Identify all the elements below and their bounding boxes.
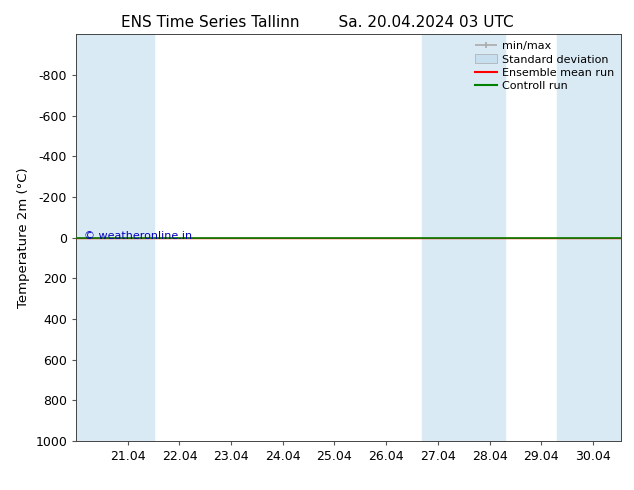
Bar xyxy=(422,34,505,441)
Text: ENS Time Series Tallinn        Sa. 20.04.2024 03 UTC: ENS Time Series Tallinn Sa. 20.04.2024 0… xyxy=(120,15,514,30)
Bar xyxy=(76,34,153,441)
Bar xyxy=(557,34,624,441)
Y-axis label: Temperature 2m (°C): Temperature 2m (°C) xyxy=(16,168,30,308)
Text: © weatheronline.in: © weatheronline.in xyxy=(84,231,192,241)
Legend: min/max, Standard deviation, Ensemble mean run, Controll run: min/max, Standard deviation, Ensemble me… xyxy=(470,37,619,96)
